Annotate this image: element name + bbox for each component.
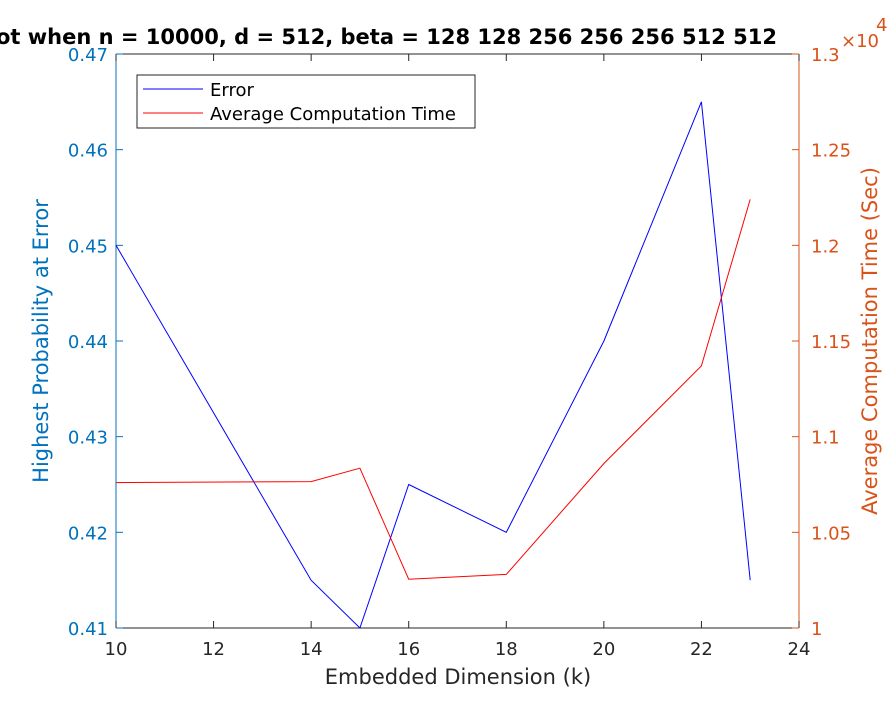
y-left-tick-label: 0.47 xyxy=(68,45,108,66)
series-layer xyxy=(115,101,751,629)
legend-box xyxy=(136,74,476,129)
series-line-average-computation-time xyxy=(115,199,751,580)
right-axis-exponent-base: ×10 xyxy=(841,31,879,52)
y-left-tick-label: 0.43 xyxy=(68,428,108,449)
legend-label-error: Error xyxy=(210,80,254,101)
x-tick-label: 20 xyxy=(592,639,615,660)
y-left-tick-label: 0.41 xyxy=(68,619,108,640)
legend-label-time: Average Computation Time xyxy=(210,104,456,125)
x-tick-label: 12 xyxy=(202,639,225,660)
y-right-tick-label: 1.05 xyxy=(811,523,851,544)
x-tick-label: 10 xyxy=(105,639,128,660)
x-axis-label: Embedded Dimension (k) xyxy=(325,665,591,689)
y-right-tick-label: 1.15 xyxy=(811,332,851,353)
y-left-tick-label: 0.46 xyxy=(68,141,108,162)
y-right-tick-label: 1.1 xyxy=(811,428,840,449)
x-tick-label: 22 xyxy=(690,639,713,660)
y-right-ticks: 1 1.05 1.1 1.15 1.2 1.25 1.3 xyxy=(792,45,851,640)
right-axis-exponent-power: 4 xyxy=(876,15,887,36)
legend: Error Average Computation Time xyxy=(136,74,476,129)
y-left-ticks: 0.41 0.42 0.43 0.44 0.45 0.46 0.47 xyxy=(68,45,123,640)
x-tick-label: 18 xyxy=(495,639,518,660)
x-tick-label: 14 xyxy=(300,639,323,660)
y-left-axis-label: Highest Probability at Error xyxy=(29,199,53,483)
x-ticks: 10 12 14 16 18 20 22 24 xyxy=(105,54,811,660)
series-line-error xyxy=(115,101,751,629)
y-right-axis-label: Average Computation Time (Sec) xyxy=(858,167,882,515)
y-right-tick-label: 1.25 xyxy=(811,141,851,162)
y-right-tick-label: 1 xyxy=(811,619,822,640)
y-left-tick-label: 0.44 xyxy=(68,332,108,353)
x-tick-label: 24 xyxy=(788,639,811,660)
y-right-tick-label: 1.3 xyxy=(811,45,840,66)
x-tick-label: 16 xyxy=(397,639,420,660)
y-left-tick-label: 0.45 xyxy=(68,236,108,257)
chart-title: ot when n = 10000, d = 512, beta = 128 1… xyxy=(0,25,777,49)
y-left-tick-label: 0.42 xyxy=(68,523,108,544)
y-right-tick-label: 1.2 xyxy=(811,236,840,257)
